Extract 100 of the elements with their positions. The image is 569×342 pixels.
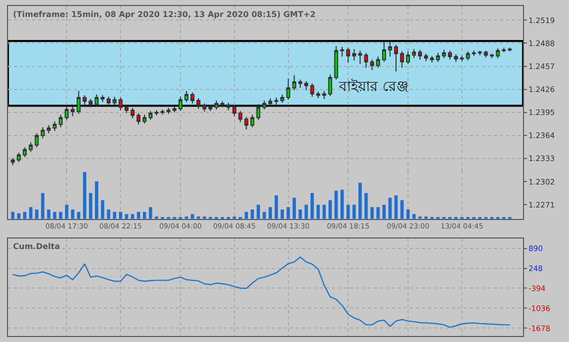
candlestick [148,110,152,120]
bar [41,193,44,219]
bar [358,182,362,219]
bar [352,204,356,219]
candlestick [370,59,374,70]
candlestick [40,126,45,139]
bar [148,207,152,219]
candlestick [100,94,105,103]
candlestick [400,50,404,68]
candlestick [268,98,272,106]
candlestick [64,105,69,120]
bar [286,207,290,219]
bar [59,212,62,219]
bar [340,190,344,219]
line-series [12,256,510,328]
candlestick [178,96,182,112]
candlestick [358,50,362,65]
candlestick [322,90,326,100]
bar [268,207,272,219]
bar [53,212,56,219]
bar [35,209,38,219]
bar [94,181,98,219]
bar [11,212,14,219]
candlestick [202,102,206,112]
candlestick [46,124,51,134]
candlestick [304,80,308,91]
candlestick [94,94,99,107]
candlestick [418,49,422,60]
candlestick [472,50,476,56]
candlestick [412,48,416,59]
candlestick [502,47,506,53]
candlestick [454,54,458,62]
bar [400,200,404,219]
bar [29,207,32,219]
bar [250,209,254,219]
candlestick [232,104,236,117]
candlestick [394,44,398,72]
bar [256,204,260,219]
text: (Timeframe: 15min, 08 Apr 2020 12:30, 13 Apr 2020 08:15) GMT+2 [13,10,316,19]
band-label: বাইয়ার রেঞ্জ [338,78,408,95]
candlestick [376,56,380,68]
candlestick [286,78,290,100]
candlestick [82,94,87,106]
candlestick [172,106,176,113]
bar [77,212,80,219]
bar [17,213,20,219]
candlestick [106,96,111,106]
bar [316,204,320,219]
candlestick [70,106,75,117]
bar [280,209,284,219]
candlestick [328,74,332,97]
bar [88,193,92,219]
bar [23,212,26,219]
candlestick [448,50,452,60]
chart-title: Cum.Delta [13,242,60,251]
candlestick [160,108,164,116]
candlestick [208,104,212,112]
candlestick [244,116,248,130]
bar [83,172,86,219]
bar [292,198,296,219]
bar [71,209,74,219]
bar [298,209,302,219]
candlestick [256,104,260,120]
bar [346,204,350,219]
bar [370,207,374,219]
candlestick [478,50,482,56]
candlestick [238,110,242,123]
candlestick [310,82,314,98]
candlestick [10,157,15,166]
candlestick [214,100,218,110]
candlestick [388,41,392,58]
candlestick [298,79,302,88]
candlestick [58,114,63,128]
candlestick [250,114,254,128]
bar [310,193,314,219]
bar [65,204,68,219]
candlestick [130,107,135,119]
candlestick [142,114,146,124]
candlestick [484,50,488,58]
candlestick [22,146,27,158]
candlestick [34,132,39,148]
candlestick [112,96,117,106]
candlestick [154,110,158,116]
candlestick [490,53,494,59]
candlestick [16,152,21,163]
candlestick [226,102,230,111]
candlestick [196,98,200,110]
candlestick [88,98,93,108]
bar [47,209,50,219]
bar [274,195,278,219]
candlestick [430,55,434,64]
candlestick [436,52,440,62]
candlestick [346,47,350,64]
candlestick [28,142,33,152]
candlestick [76,90,81,114]
candlestick [364,52,368,68]
candlestick [220,100,224,108]
candlestick [280,94,284,104]
candlestick [166,107,170,114]
bar [304,204,308,219]
